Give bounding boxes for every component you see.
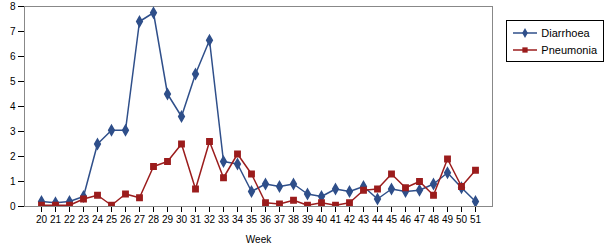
svg-text:47: 47 <box>414 214 426 225</box>
svg-text:6: 6 <box>10 51 16 62</box>
html-text:Diarrhoea: Diarrhoea <box>541 26 590 39</box>
svg-text:7: 7 <box>10 26 16 37</box>
svg-text:4: 4 <box>10 101 16 112</box>
svg-text:24: 24 <box>92 214 104 225</box>
svg-text:29: 29 <box>162 214 174 225</box>
svg-text:45: 45 <box>386 214 398 225</box>
svg-text:0: 0 <box>10 201 16 212</box>
svg-text:8: 8 <box>10 1 16 12</box>
svg-text:49: 49 <box>442 214 454 225</box>
svg-text:25: 25 <box>106 214 118 225</box>
svg-text:20: 20 <box>36 214 48 225</box>
svg-text:50: 50 <box>456 214 468 225</box>
svg-text:21: 21 <box>50 214 62 225</box>
svg-text:30: 30 <box>176 214 188 225</box>
svg-text:5: 5 <box>10 76 16 87</box>
svg-text:43: 43 <box>358 214 370 225</box>
svg-text:26: 26 <box>120 214 132 225</box>
svg-text:42: 42 <box>344 214 356 225</box>
svg-text:34: 34 <box>232 214 244 225</box>
svg-text:32: 32 <box>204 214 216 225</box>
svg-text:38: 38 <box>288 214 300 225</box>
svg-text:3: 3 <box>10 126 16 137</box>
svg-text:Week: Week <box>246 234 272 245</box>
svg-text:27: 27 <box>134 214 146 225</box>
svg-text:23: 23 <box>78 214 90 225</box>
svg-text:2: 2 <box>10 151 16 162</box>
svg-text:1: 1 <box>10 176 16 187</box>
svg-text:22: 22 <box>64 214 76 225</box>
svg-text:28: 28 <box>148 214 160 225</box>
html-text:Pneumonia: Pneumonia <box>541 43 597 56</box>
svg-text:37: 37 <box>274 214 286 225</box>
svg-text:39: 39 <box>302 214 314 225</box>
svg-text:48: 48 <box>428 214 440 225</box>
svg-text:31: 31 <box>190 214 202 225</box>
svg-text:40: 40 <box>316 214 328 225</box>
svg-text:44: 44 <box>372 214 384 225</box>
svg-text:41: 41 <box>330 214 342 225</box>
svg-text:51: 51 <box>470 214 482 225</box>
svg-text:36: 36 <box>260 214 272 225</box>
svg-text:46: 46 <box>400 214 412 225</box>
svg-text:35: 35 <box>246 214 258 225</box>
svg-text:33: 33 <box>218 214 230 225</box>
